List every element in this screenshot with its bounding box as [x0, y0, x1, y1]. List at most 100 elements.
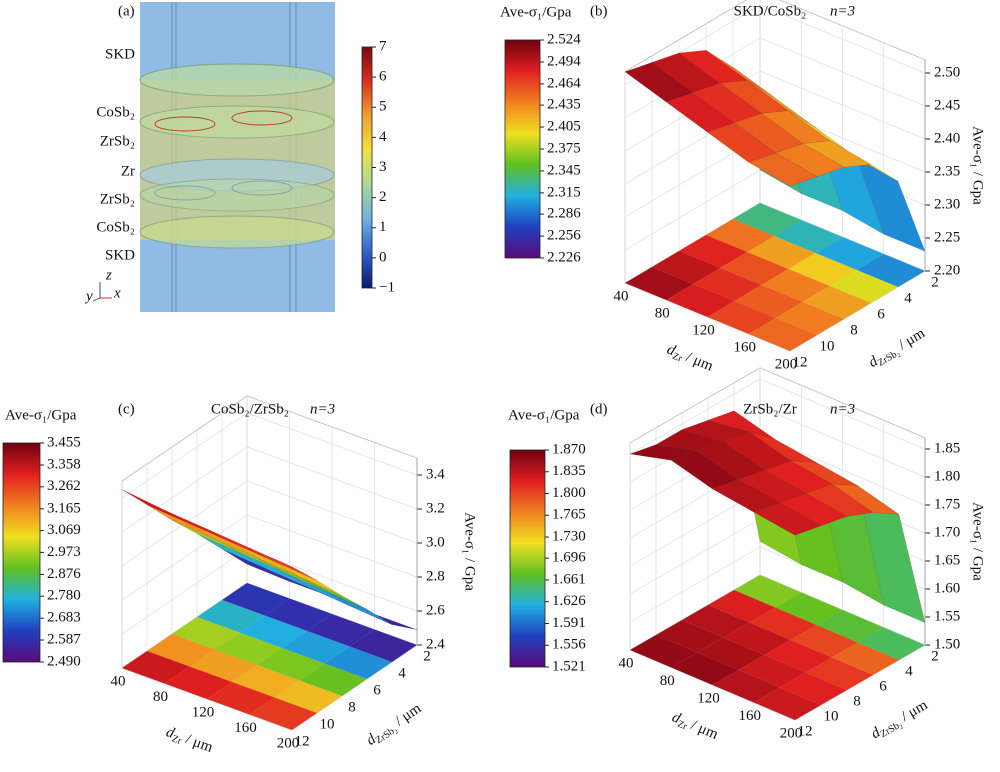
colorbar [2, 442, 41, 663]
colorbar-title: Ave-σ₁/Gpa [508, 407, 580, 423]
colorbar [509, 449, 546, 668]
floor-projection [712, 670, 780, 703]
floor-projection [856, 254, 925, 287]
colorbar-label: 3.455 [47, 434, 81, 450]
x-tick-label: 40 [111, 673, 126, 689]
y-tick-label: 10 [820, 338, 835, 354]
z-tick-label: 1.65 [934, 552, 960, 568]
label-unit: / μm [685, 716, 720, 743]
floor-projection [349, 629, 417, 662]
z-tick-label: 1.70 [934, 524, 960, 540]
x-tick-label: 200 [277, 735, 300, 751]
y-tick-label: 4 [398, 665, 406, 681]
x-tick-label: 120 [697, 690, 720, 706]
x-tick-label: 160 [739, 708, 762, 724]
chart-title: CoSb₂/ZrSb₂ [211, 401, 289, 417]
x-tick-label: 80 [660, 673, 675, 689]
y-tick-label: 12 [798, 723, 813, 739]
y-tick-label: 10 [320, 716, 335, 732]
y-tick-label: 8 [348, 699, 356, 715]
axis-letter: z [105, 267, 112, 283]
colorbar [504, 39, 541, 259]
z-tick-label: 2.30 [934, 196, 960, 212]
z-tick-label: 2.20 [934, 262, 960, 278]
n-label: n=3 [830, 3, 855, 19]
floor-projection [307, 614, 375, 647]
axis-letter: x [113, 285, 121, 301]
z-tick-label: 3.0 [426, 534, 445, 550]
floor-projection [172, 617, 240, 650]
ring [231, 110, 293, 126]
model-render: z y x (a) [84, 2, 335, 312]
floor-projection [222, 583, 290, 616]
surface-patch [121, 489, 190, 524]
x-tick-label: 40 [619, 655, 634, 671]
grid-line [629, 490, 761, 567]
layer-label: SKD [105, 247, 135, 263]
z-axis-label: Ave-σ₁ / Gpa [970, 126, 986, 205]
chart-title: SKD/CoSb₂ [734, 3, 807, 19]
y-axis-label: dZrSb₂ / μm [364, 701, 426, 751]
floor-projection [738, 655, 806, 688]
colorbar-label: 2.315 [547, 184, 581, 200]
floor-projection [214, 632, 282, 665]
floor-projection [805, 657, 873, 690]
layer-label: SKD [105, 46, 135, 62]
floor-projection [299, 663, 367, 696]
colorbar-title: Ave-σ₁/Gpa [500, 4, 572, 20]
floor-projection [831, 642, 899, 675]
colorbar-label: 2.780 [47, 588, 81, 604]
label-unit: / μm [893, 326, 928, 356]
panel-label: (c) [118, 401, 135, 417]
floor-projection [207, 682, 275, 715]
surface-patch [857, 485, 926, 623]
colorbar [361, 46, 373, 289]
z-tick-label: 3.4 [426, 466, 445, 482]
floor-projection [761, 269, 830, 302]
floor-projection [232, 665, 300, 698]
floor-projection [324, 646, 392, 679]
floor-projection [257, 648, 325, 681]
surface-patch [214, 538, 283, 572]
z-tick-label: 2.25 [934, 229, 960, 245]
z-tick-label: 2.4 [426, 636, 445, 652]
colorbar-label: 3.165 [47, 500, 81, 516]
colorbar-label: 1.556 [552, 637, 586, 653]
label-unit: / μm [180, 730, 215, 756]
colorbar-label: 1.521 [552, 658, 586, 674]
floor-projection [652, 251, 721, 284]
floor-projection [274, 680, 342, 713]
floor-projection [706, 219, 775, 252]
colorbar-label: 2.464 [547, 75, 581, 91]
surface-patch [779, 493, 848, 527]
chart-title: ZrSb₂/Zr [743, 401, 797, 417]
x-tick-label: 120 [192, 704, 215, 720]
colorbar-label: 1.661 [552, 571, 586, 587]
colorbar-label: 2.435 [547, 97, 581, 113]
colorbar-label: 2.973 [47, 544, 81, 560]
floor-projection [708, 590, 776, 623]
colorbar-label: 2.683 [47, 610, 81, 626]
disk [139, 215, 335, 249]
floor-projection [189, 649, 257, 682]
x-axis-label: dZr / μm [664, 342, 716, 377]
floor-projection [857, 627, 925, 660]
y-tick-label: 12 [793, 354, 808, 370]
floor-projection [779, 672, 847, 705]
floor-projection [764, 640, 832, 673]
y-tick-label: 2 [423, 648, 431, 664]
z-tick-label: 1.55 [934, 608, 960, 624]
grid-line [121, 412, 248, 499]
colorbar-label: 2.345 [547, 162, 581, 178]
colorbar-label: 3 [379, 159, 387, 175]
floor-projection [122, 651, 190, 684]
floor-projection [788, 253, 857, 286]
panel-label: (b) [590, 3, 608, 19]
colorbar-label: 2.490 [47, 653, 81, 669]
y-axis-label: dZrSb₂ / μm [866, 326, 929, 373]
z-tick-label: 3.2 [426, 500, 445, 516]
floor-projection [748, 318, 817, 351]
y-tick-label: 4 [905, 663, 913, 679]
z-tick-label: 2.6 [426, 602, 445, 618]
floor-projection [693, 268, 762, 301]
